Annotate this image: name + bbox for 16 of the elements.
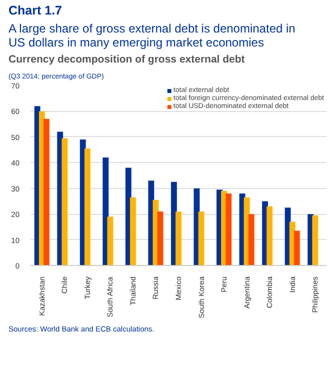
- chart-title: Chart 1.7: [8, 4, 62, 18]
- bar: [62, 138, 68, 266]
- chart-subtitle: A large share of gross external debt is denominated in US dollars in many emerging market economies: [8, 22, 296, 50]
- bar: [107, 216, 114, 266]
- text: Currency decomposition of gross external debt: [8, 54, 246, 66]
- bar: [226, 194, 232, 266]
- bar: [312, 215, 318, 266]
- bar: [294, 230, 300, 266]
- bar: [198, 212, 204, 266]
- bar: [130, 197, 136, 266]
- bar: [84, 148, 90, 266]
- bar: [43, 118, 50, 266]
- bar: [157, 212, 164, 266]
- bar: [248, 214, 254, 266]
- bar: [266, 206, 273, 266]
- bar: [176, 212, 182, 266]
